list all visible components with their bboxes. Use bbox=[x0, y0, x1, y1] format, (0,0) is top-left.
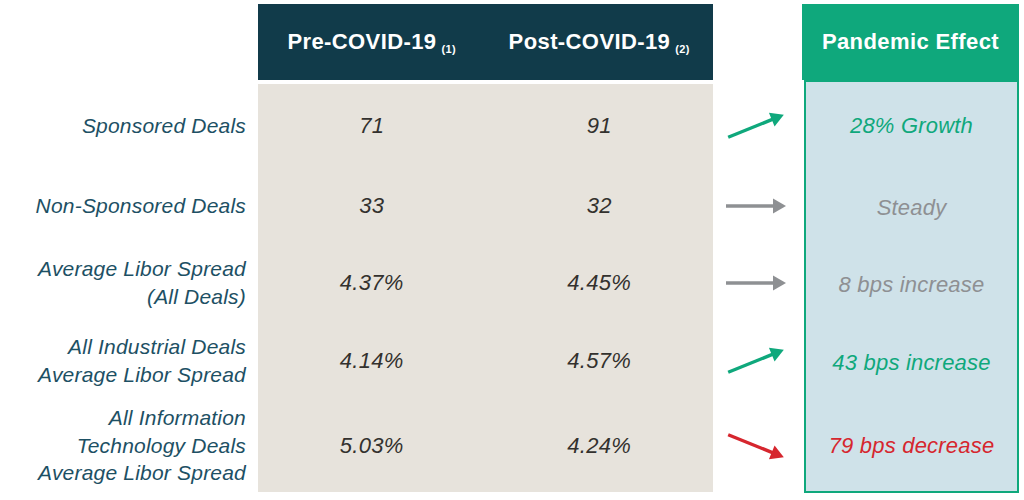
pre-covid-label: Pre-COVID-19 bbox=[287, 29, 436, 55]
pre-value: 33 bbox=[258, 168, 486, 244]
label-line: Average Libor Spread bbox=[38, 361, 246, 389]
table-row: 33 32 bbox=[258, 168, 713, 244]
label-line: Average Libor Spread bbox=[38, 255, 246, 283]
effect-value-5: 79 bps decrease bbox=[806, 401, 1017, 491]
label-line: Sponsored Deals bbox=[82, 112, 246, 140]
column-header-pre-covid: Pre-COVID-19 (1) bbox=[258, 4, 486, 80]
table-row: 5.03% 4.24% bbox=[258, 399, 713, 492]
effect-value-4: 43 bps increase bbox=[806, 324, 1017, 401]
arrow-icon bbox=[722, 337, 789, 384]
pandemic-effect-title: Pandemic Effect bbox=[822, 29, 999, 55]
row-label-non-sponsored-deals: Non-Sponsored Deals bbox=[0, 168, 250, 244]
arrow-icon bbox=[725, 193, 787, 219]
arrow-icon bbox=[725, 270, 787, 296]
post-value: 91 bbox=[486, 84, 714, 168]
effect-value-2: Steady bbox=[806, 170, 1017, 246]
trend-arrow-2 bbox=[716, 168, 796, 244]
trend-arrows-column bbox=[716, 84, 796, 492]
label-line: Average Libor Spread bbox=[38, 459, 246, 487]
row-label-average-libor-spread: Average Libor Spread (All Deals) bbox=[0, 244, 250, 322]
table-row: 4.14% 4.57% bbox=[258, 322, 713, 399]
post-value: 32 bbox=[486, 168, 714, 244]
label-line: Non-Sponsored Deals bbox=[36, 192, 246, 220]
row-labels-column: Sponsored Deals Non-Sponsored Deals Aver… bbox=[0, 84, 250, 492]
post-value: 4.24% bbox=[486, 399, 714, 492]
pandemic-effect-panel: 28% Growth Steady 8 bps increase 43 bps … bbox=[804, 80, 1019, 493]
table-header: Pre-COVID-19 (1) Post-COVID-19 (2) bbox=[258, 4, 713, 80]
trend-arrow-1 bbox=[716, 84, 796, 168]
table-row: 71 91 bbox=[258, 84, 713, 168]
pandemic-effect-header: Pandemic Effect bbox=[802, 4, 1019, 80]
post-value: 4.45% bbox=[486, 244, 714, 322]
pre-value: 5.03% bbox=[258, 399, 486, 492]
effect-value-3: 8 bps increase bbox=[806, 246, 1017, 324]
trend-arrow-3 bbox=[716, 244, 796, 322]
covid-deal-comparison-infographic: Sponsored Deals Non-Sponsored Deals Aver… bbox=[0, 0, 1024, 500]
row-label-sponsored-deals: Sponsored Deals bbox=[0, 84, 250, 168]
post-value: 4.57% bbox=[486, 322, 714, 399]
pre-value: 4.14% bbox=[258, 322, 486, 399]
trend-arrow-5 bbox=[716, 399, 796, 492]
label-line: (All Deals) bbox=[147, 283, 246, 311]
pre-value: 71 bbox=[258, 84, 486, 168]
trend-arrow-4 bbox=[716, 322, 796, 399]
arrow-icon bbox=[722, 102, 789, 149]
row-label-information-technology-deals: All Information Technology Deals Average… bbox=[0, 399, 250, 492]
post-covid-footnote-marker: (2) bbox=[675, 43, 690, 55]
pre-covid-footnote-marker: (1) bbox=[441, 43, 456, 55]
row-label-industrial-deals: All Industrial Deals Average Libor Sprea… bbox=[0, 322, 250, 399]
arrow-icon bbox=[722, 422, 789, 469]
effect-value-1: 28% Growth bbox=[806, 82, 1017, 170]
post-covid-label: Post-COVID-19 bbox=[509, 29, 671, 55]
label-line: All Industrial Deals bbox=[68, 333, 246, 361]
table-row: 4.37% 4.45% bbox=[258, 244, 713, 322]
label-line: Technology Deals bbox=[77, 432, 246, 460]
column-header-post-covid: Post-COVID-19 (2) bbox=[486, 4, 714, 80]
label-line: All Information bbox=[109, 404, 246, 432]
table-body: 71 91 33 32 4.37% 4.45% 4.14% 4.57% 5.03… bbox=[258, 84, 713, 492]
pre-value: 4.37% bbox=[258, 244, 486, 322]
